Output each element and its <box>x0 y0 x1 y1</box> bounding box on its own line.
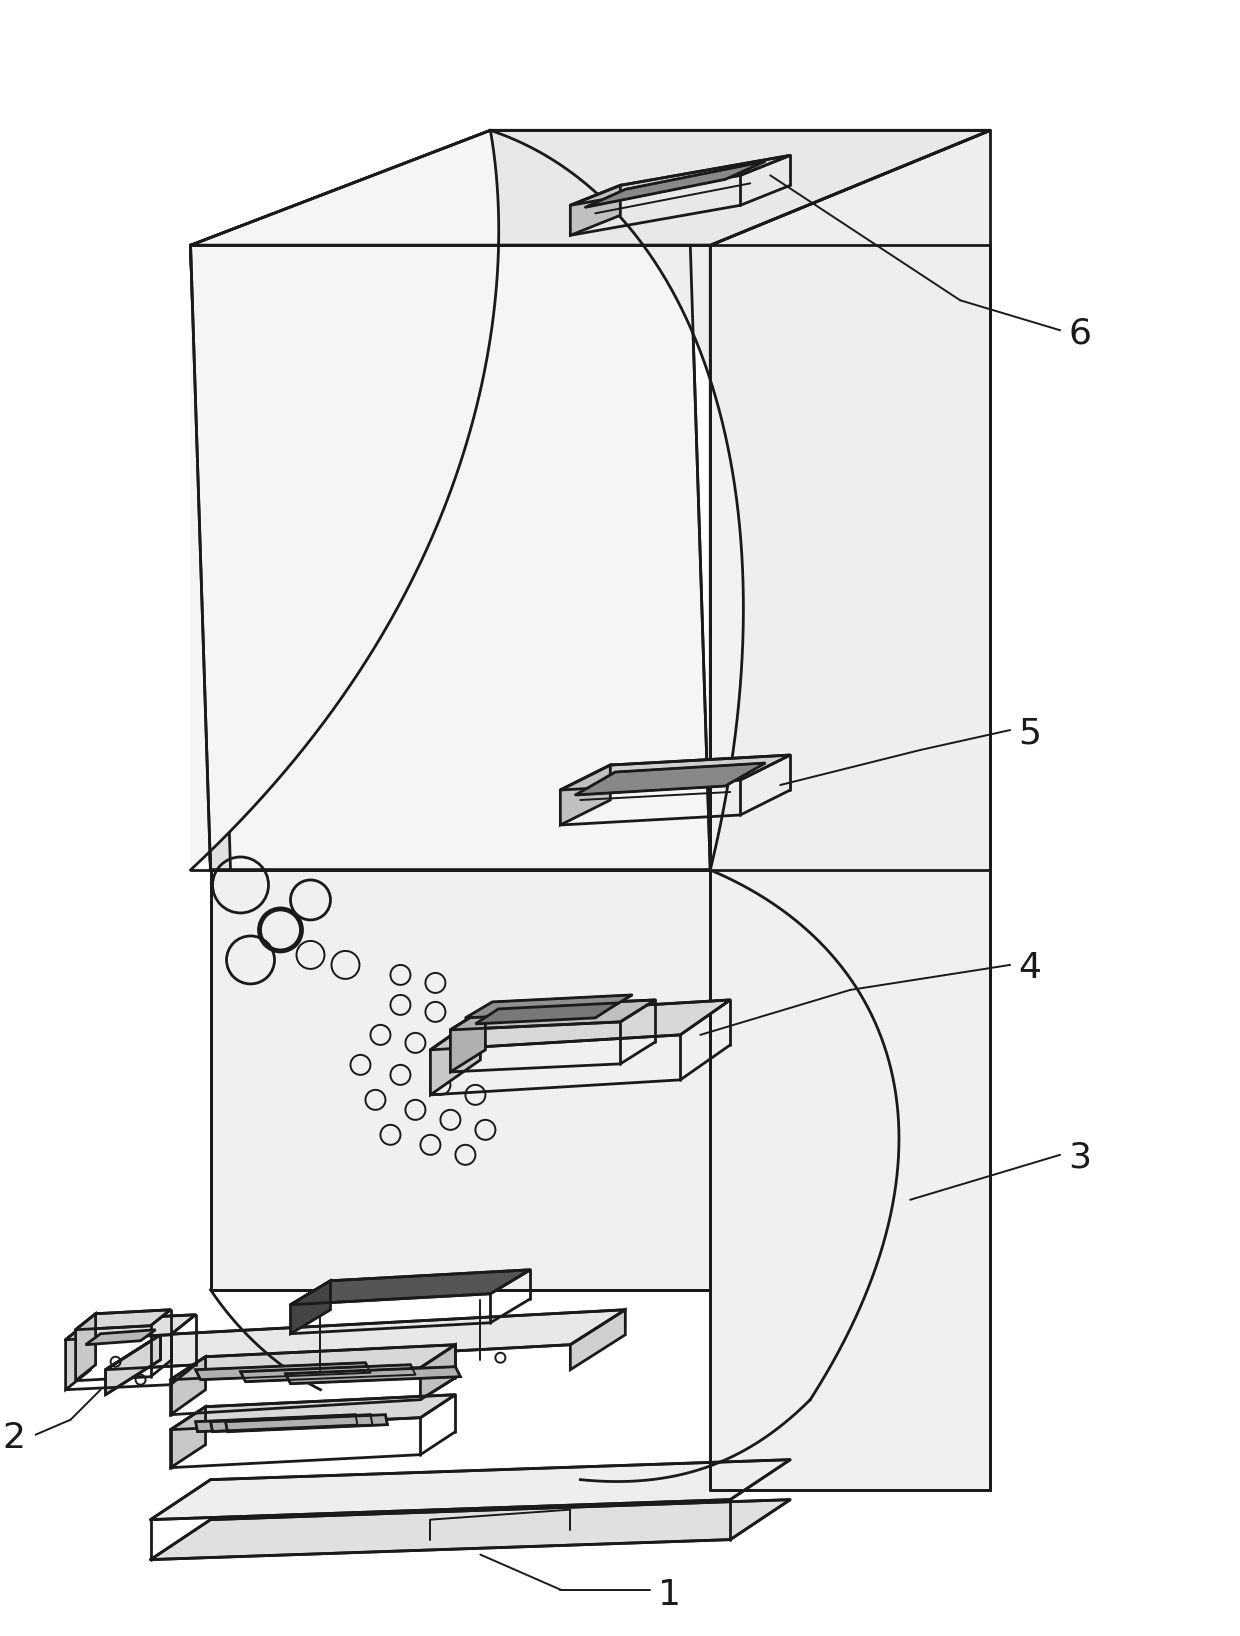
Polygon shape <box>196 1415 357 1432</box>
Polygon shape <box>420 1345 455 1400</box>
Polygon shape <box>450 1000 655 1031</box>
Polygon shape <box>570 155 790 206</box>
Polygon shape <box>76 1314 95 1381</box>
Polygon shape <box>150 1459 790 1520</box>
Polygon shape <box>191 245 231 870</box>
Text: 6: 6 <box>1068 316 1091 350</box>
Polygon shape <box>171 1345 455 1379</box>
Polygon shape <box>475 1003 619 1024</box>
Polygon shape <box>211 870 711 1289</box>
Polygon shape <box>211 1415 372 1432</box>
Polygon shape <box>76 1310 171 1330</box>
Polygon shape <box>241 1364 415 1382</box>
Polygon shape <box>171 1407 206 1467</box>
Polygon shape <box>450 1008 485 1072</box>
Text: 4: 4 <box>1018 951 1042 985</box>
Polygon shape <box>105 1310 625 1369</box>
Polygon shape <box>430 1014 480 1094</box>
Polygon shape <box>66 1320 91 1389</box>
Polygon shape <box>570 1310 625 1369</box>
Polygon shape <box>86 1330 155 1345</box>
Polygon shape <box>191 131 990 245</box>
Polygon shape <box>490 131 990 870</box>
Polygon shape <box>290 1270 531 1306</box>
Polygon shape <box>575 762 765 795</box>
Polygon shape <box>430 1000 730 1050</box>
Text: 3: 3 <box>1068 1140 1091 1175</box>
Polygon shape <box>570 185 620 236</box>
Polygon shape <box>66 1315 196 1340</box>
Polygon shape <box>585 162 765 208</box>
Polygon shape <box>560 766 610 825</box>
Polygon shape <box>711 870 990 1490</box>
Text: 5: 5 <box>1018 717 1042 749</box>
Text: 2: 2 <box>2 1420 26 1454</box>
Text: 1: 1 <box>658 1577 681 1611</box>
Polygon shape <box>560 756 790 790</box>
Polygon shape <box>226 1415 387 1432</box>
Polygon shape <box>171 1356 206 1415</box>
Polygon shape <box>191 245 711 870</box>
Polygon shape <box>191 131 990 245</box>
Polygon shape <box>711 245 990 1490</box>
Polygon shape <box>290 1281 331 1333</box>
Polygon shape <box>196 1363 371 1379</box>
Polygon shape <box>171 1396 455 1430</box>
Polygon shape <box>150 1500 790 1559</box>
Polygon shape <box>191 131 498 870</box>
Polygon shape <box>465 995 632 1018</box>
Polygon shape <box>285 1366 460 1384</box>
Polygon shape <box>105 1335 160 1396</box>
